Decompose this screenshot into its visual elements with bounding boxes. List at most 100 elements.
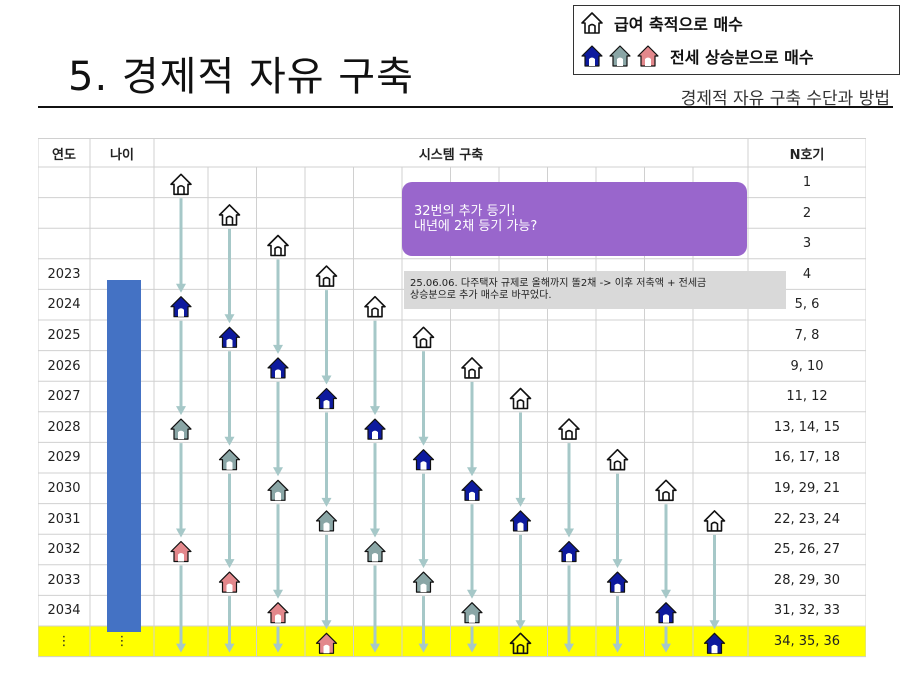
header-n: N호기 [789, 148, 825, 163]
house-outline-icon [509, 387, 532, 410]
arrow-head [418, 559, 429, 569]
house-outline-icon [655, 479, 677, 502]
arrow-head [661, 589, 671, 599]
n-cell: 1 [802, 175, 812, 190]
house-gray-icon [364, 540, 386, 563]
arrow-head [370, 528, 380, 538]
house-gray-icon [267, 479, 289, 501]
n-cell: 2 [802, 205, 812, 221]
year-cell: 2023 [47, 266, 81, 282]
legend-label-salary: 급여 축적으로 매수 [614, 15, 743, 34]
arrow-head [321, 620, 332, 630]
n-cell: 16, 17, 18 [773, 450, 841, 466]
house-outline-icon [461, 357, 483, 379]
arrow-head [418, 436, 429, 446]
house-blue-icon [509, 510, 532, 532]
arrow-head [418, 643, 429, 653]
arrow-head [224, 559, 235, 569]
arrow-head [224, 436, 235, 446]
arrow-head [176, 406, 186, 416]
house-blue-icon [606, 571, 629, 593]
house-pink-icon [637, 45, 659, 67]
arrow-head [176, 283, 186, 293]
legend-item-salary: 급여 축적으로 매수 [580, 9, 743, 37]
house-gray-icon [412, 571, 435, 593]
house-blue-icon [315, 387, 338, 410]
house-pink-icon [218, 571, 241, 593]
legend-box: 급여 축적으로 매수 전세 상승분으로 매수 [573, 5, 900, 75]
arrow-head [515, 620, 526, 630]
house-outline-icon [170, 173, 192, 196]
n-cell: 34, 35, 36 [773, 634, 841, 649]
house-outline-icon [509, 632, 532, 655]
year-cell: 2034 [47, 603, 81, 619]
arrow-head [467, 643, 477, 653]
year-cell: 2027 [47, 389, 81, 405]
arrow-head [564, 643, 574, 653]
age-bar [107, 280, 141, 632]
house-outline-icon [267, 234, 289, 257]
arrow-head [709, 620, 720, 630]
legend-item-jeonse: 전세 상승분으로 매수 [580, 42, 814, 70]
year-cell: 2025 [47, 328, 81, 343]
house-pink-icon [315, 632, 338, 654]
year-cell: ⋮ [57, 634, 71, 649]
header-year: 연도 [52, 148, 76, 163]
house-blue-icon [218, 326, 241, 348]
house-blue-icon [412, 449, 435, 471]
arrow-head [467, 467, 477, 477]
arrow-head [321, 497, 332, 507]
arrow-head [224, 314, 235, 324]
house-blue-icon [364, 418, 386, 440]
house-gray-icon [461, 602, 483, 624]
page-title: 5. 경제적 자유 구축 [68, 54, 414, 100]
house-outline-icon [558, 418, 580, 440]
year-cell: 2032 [47, 542, 81, 558]
house-outline-icon [606, 448, 629, 471]
year-cell: 2033 [47, 572, 81, 588]
age-cell: ⋮ [115, 634, 129, 649]
house-outline-icon [315, 265, 338, 287]
arrow-head [273, 467, 283, 477]
house-blue-icon [581, 45, 603, 67]
house-blue-icon [558, 540, 580, 563]
arrow-head [564, 528, 574, 538]
n-cell: 25, 26, 27 [773, 542, 841, 558]
purple-callout-line1: 32번의 추가 등기! [414, 204, 516, 219]
note-callout: 25.06.06. 다주택자 규제로 올해까지 똘2채 -> 이후 저축액 + … [404, 271, 786, 309]
n-cell: 31, 32, 33 [773, 603, 841, 619]
arrow-head [370, 406, 380, 416]
header-age: 나이 [110, 148, 134, 163]
n-cell: 7, 8 [794, 328, 820, 343]
note-callout-line2: 상승분으로 추가 매수로 바꾸었다. [410, 290, 552, 301]
system-table: 연도 나이 시스템 구축 N호기 2023 2024 2025 2026 2027 202… [38, 138, 866, 678]
year-cell: 2029 [47, 450, 81, 466]
purple-callout-line2: 내년에 2채 등기 가능? [414, 219, 538, 234]
arrow-head [176, 643, 186, 653]
year-cell: 2024 [47, 297, 81, 313]
n-cell: 22, 23, 24 [773, 511, 841, 527]
purple-callout: 32번의 추가 등기! 내년에 2채 등기 가능? [402, 182, 747, 256]
arrow-head [370, 643, 380, 653]
arrow-head [176, 528, 186, 538]
n-cell: 28, 29, 30 [773, 572, 841, 588]
n-cell: 11, 12 [786, 389, 828, 405]
arrow-head [224, 643, 235, 653]
house-gray-icon [609, 45, 631, 67]
arrow-head [273, 643, 283, 653]
year-cell: 2028 [47, 419, 81, 435]
arrow-head [273, 589, 283, 599]
year-cell: 2030 [47, 481, 81, 496]
house-outline-icon [412, 326, 435, 349]
house-outline-icon [364, 295, 386, 318]
n-cell: 9, 10 [790, 358, 824, 374]
highlight-row [38, 626, 866, 657]
n-cell: 3 [802, 236, 812, 252]
house-blue-icon [170, 296, 192, 318]
arrow-head [661, 643, 671, 653]
house-blue-icon [655, 602, 677, 624]
arrow-head [273, 344, 283, 354]
house-outline-icon [703, 510, 726, 532]
arrow-head [515, 497, 526, 507]
house-pink-icon [170, 540, 192, 563]
